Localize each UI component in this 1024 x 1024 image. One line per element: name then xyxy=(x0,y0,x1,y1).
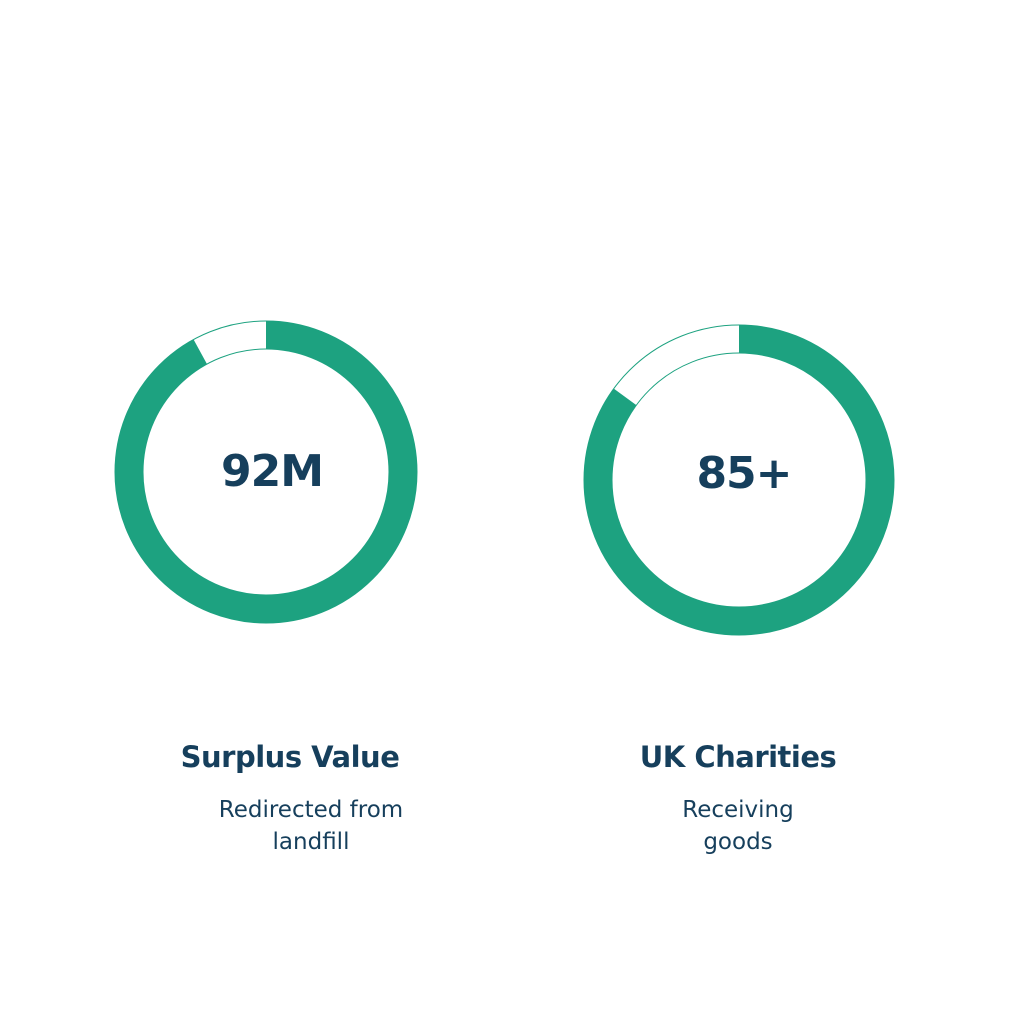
stat-title: UK Charities xyxy=(639,740,837,774)
stat-subtitle: Receiving goods xyxy=(588,794,888,858)
stat-title: Surplus Value xyxy=(180,740,400,774)
stat-1-ring xyxy=(114,320,418,624)
stat-subtitle-line: Redirected from xyxy=(218,797,404,823)
stat-subtitle: Redirected from landfill xyxy=(161,794,461,858)
stat-2-ring xyxy=(583,324,895,636)
stat-subtitle-line: goods xyxy=(703,829,773,855)
stat-value: 85+ xyxy=(696,448,792,499)
ring-progress xyxy=(115,321,417,623)
stat-subtitle-line: Receiving xyxy=(682,797,794,823)
stat-subtitle-line: landfill xyxy=(272,829,350,855)
ring-progress xyxy=(584,325,894,635)
stat-value: 92M xyxy=(220,446,324,497)
